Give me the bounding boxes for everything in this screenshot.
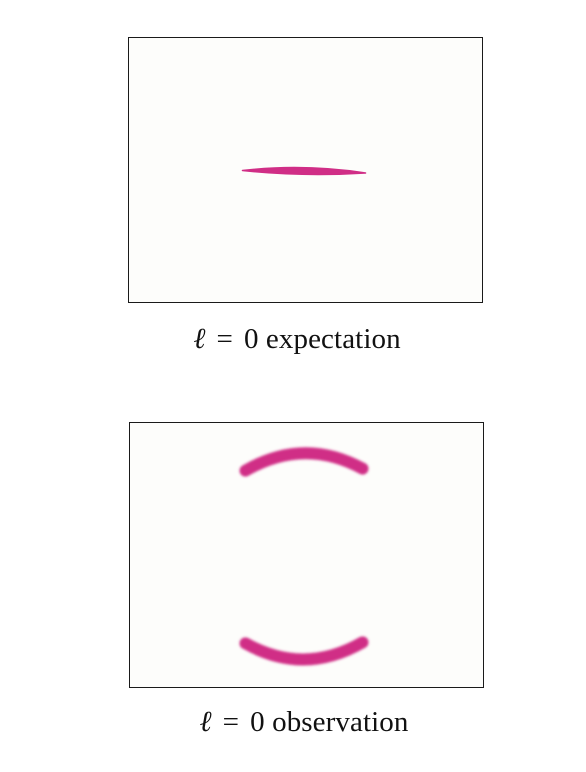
expectation-plot xyxy=(241,166,367,176)
caption-text: 0 observation xyxy=(250,706,409,738)
ell-symbol: ℓ xyxy=(193,323,206,355)
caption-text: 0 expectation xyxy=(243,323,401,355)
expectation-caption: ℓ = 0 expectation xyxy=(4,323,586,356)
equals-sign: = xyxy=(216,323,233,355)
observation-plot-panel xyxy=(129,422,484,688)
observation-caption: ℓ = 0 observation xyxy=(11,706,586,739)
ell-symbol: ℓ xyxy=(199,706,212,738)
expectation-plot-panel xyxy=(128,37,483,303)
observation-plot xyxy=(239,447,369,666)
lower-arc-trace xyxy=(239,636,369,666)
equals-sign: = xyxy=(222,706,240,738)
upper-arc-trace xyxy=(239,447,369,477)
expected-beam-line xyxy=(241,166,367,176)
